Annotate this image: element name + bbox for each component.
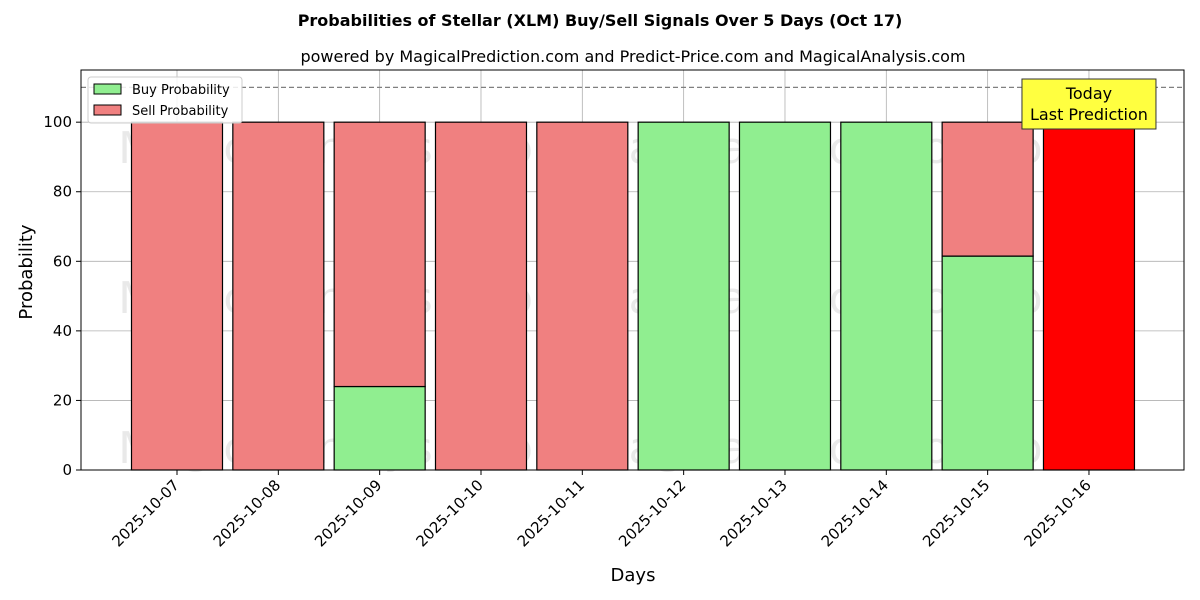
axes [80,69,1185,471]
today-annotation-line: Last Prediction [1030,105,1148,124]
plot-frame [80,69,1185,471]
bar-buy-2025-10-13 [738,121,832,471]
today-annotation-line: Today [1065,84,1112,103]
y-tick-label: 20 [53,391,72,409]
legend-label-buy: Buy Probability [132,83,230,98]
y-tick-label: 0 [62,461,72,479]
y-axis-label: Probability [16,224,37,319]
today-annotation: Today Last Prediction [1021,78,1157,130]
bar-buy-2025-10-15 [941,255,1034,471]
bar-sell-2025-10-08 [232,121,325,471]
bar-sell-2025-10-15 [941,121,1034,257]
bar-buy-2025-10-09 [333,385,426,471]
legend-label-sell: Sell Probability [132,104,229,119]
legend-box [87,76,243,124]
y-tick-label: 100 [43,113,72,131]
legend-swatch-buy [93,83,122,95]
legend: Buy Probability Sell Probability [87,76,243,124]
y-tick-label: 60 [53,252,72,270]
y-tick-label: 40 [53,322,72,340]
bar-sell-2025-10-07 [130,121,224,471]
y-tick-label: 80 [53,183,72,201]
bar-sell-2025-10-16 [1042,121,1136,471]
bar-buy-2025-10-12 [637,121,730,471]
bar-buy-2025-10-14 [840,121,933,471]
bars [130,121,1136,471]
legend-swatch-sell [93,104,122,116]
chart-subtitle: powered by MagicalPrediction.com and Pre… [300,47,965,66]
chart-title: Probabilities of Stellar (XLM) Buy/Sell … [298,11,903,30]
bar-sell-2025-10-09 [333,121,426,388]
bar-sell-2025-10-11 [536,121,629,471]
today-annotation-box [1021,78,1157,130]
x-axis-label: Days [611,565,656,586]
y-ticks: 0 20 40 60 80 100 [43,113,81,479]
bar-sell-2025-10-10 [434,121,528,471]
